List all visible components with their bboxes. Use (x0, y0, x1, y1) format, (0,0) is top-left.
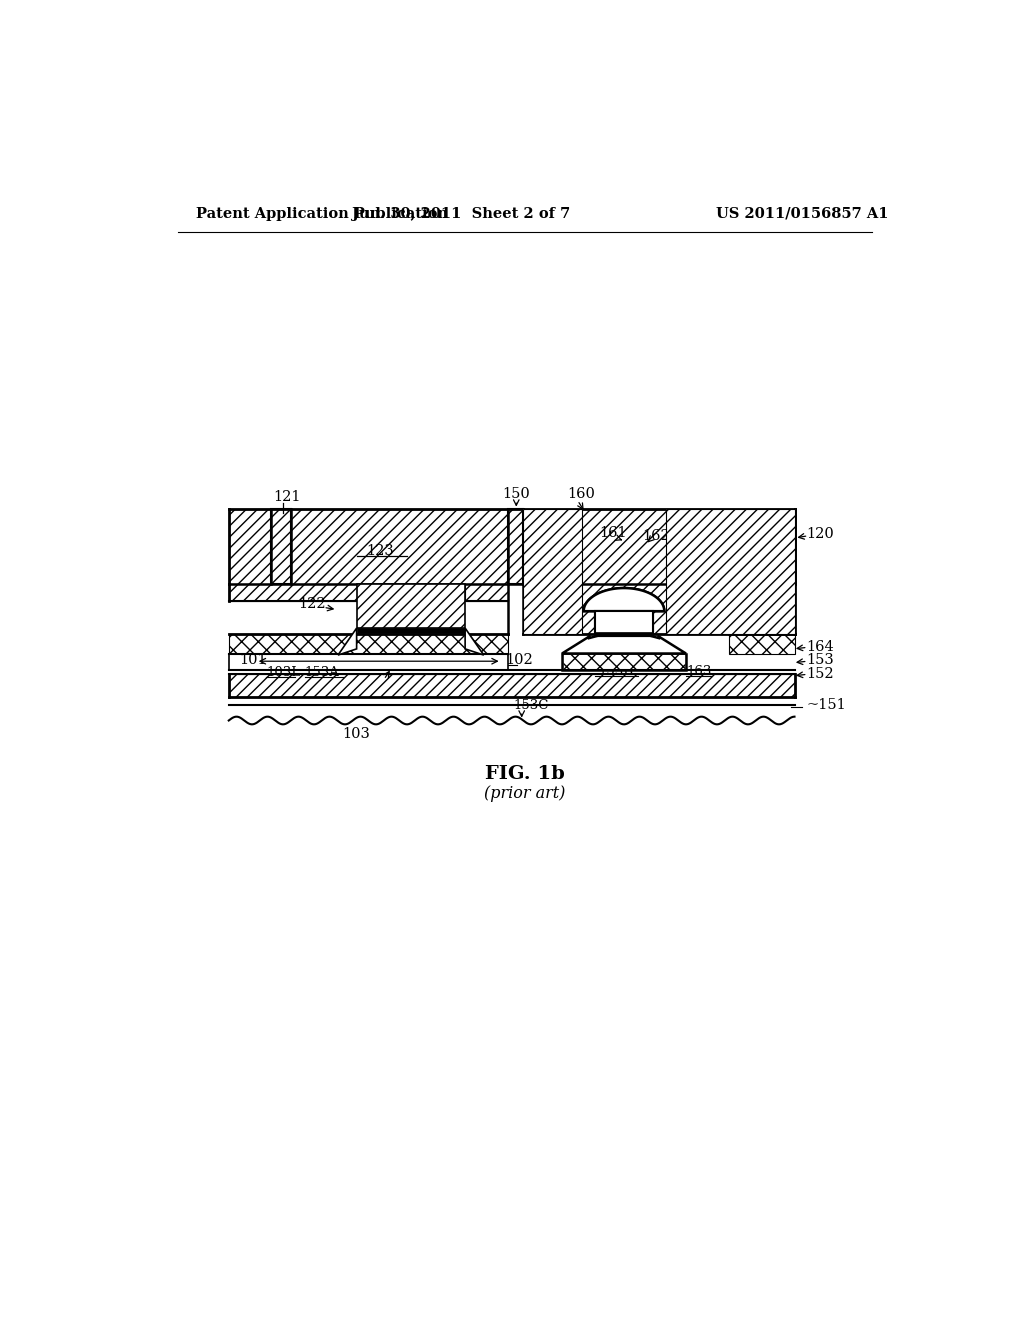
Text: ~151: ~151 (806, 698, 846, 711)
Polygon shape (658, 636, 686, 653)
Text: 153C: 153C (513, 698, 549, 711)
Bar (523, 508, 795, 635)
Text: 101: 101 (239, 653, 266, 668)
Polygon shape (338, 628, 356, 655)
Text: 100: 100 (417, 595, 445, 609)
Bar (356, 585, 465, 628)
Text: 160: 160 (567, 487, 595, 502)
Text: 164: 164 (806, 640, 834, 653)
Text: 161: 161 (599, 527, 627, 540)
Bar (666, 508, 795, 635)
Bar (729, 635, 795, 653)
Polygon shape (584, 589, 665, 611)
Bar (228, 673, 795, 697)
Text: 120: 120 (806, 527, 834, 541)
Bar (228, 508, 271, 585)
Bar (228, 585, 356, 601)
Bar (356, 628, 465, 634)
Bar (465, 585, 508, 601)
Text: 150: 150 (503, 487, 530, 502)
Text: 102: 102 (506, 653, 534, 668)
Text: Jun. 30, 2011  Sheet 2 of 7: Jun. 30, 2011 Sheet 2 of 7 (352, 207, 570, 220)
Text: 163: 163 (686, 665, 712, 677)
Bar (595, 611, 652, 636)
Bar (562, 653, 686, 671)
Bar (523, 508, 583, 635)
Bar (595, 632, 652, 636)
Polygon shape (465, 628, 483, 655)
Text: US 2011/0156857 A1: US 2011/0156857 A1 (716, 207, 889, 220)
Text: (prior art): (prior art) (484, 785, 565, 803)
Text: 104: 104 (365, 597, 392, 610)
Text: 121: 121 (273, 490, 301, 504)
Bar (228, 653, 508, 671)
Text: 152: 152 (806, 667, 834, 681)
Text: 153B: 153B (599, 665, 634, 677)
Polygon shape (562, 636, 589, 653)
Bar (666, 508, 795, 635)
Bar (523, 508, 795, 585)
Text: 122: 122 (299, 597, 327, 611)
Text: FIG. 1b: FIG. 1b (485, 766, 564, 783)
Text: 153A: 153A (305, 667, 340, 680)
Bar (595, 611, 652, 636)
Text: 153: 153 (806, 653, 834, 668)
Bar (508, 508, 523, 585)
Polygon shape (584, 589, 665, 611)
Text: 103L: 103L (266, 667, 300, 680)
Bar (291, 508, 508, 585)
Bar (271, 508, 291, 585)
Bar (228, 635, 508, 653)
Polygon shape (562, 611, 686, 653)
Bar (595, 632, 652, 636)
Text: Patent Application Publication: Patent Application Publication (197, 207, 449, 220)
Text: 162: 162 (643, 529, 671, 543)
Bar (563, 655, 685, 669)
Text: 123: 123 (366, 544, 394, 558)
Text: 103: 103 (343, 727, 371, 742)
Bar (523, 508, 583, 635)
